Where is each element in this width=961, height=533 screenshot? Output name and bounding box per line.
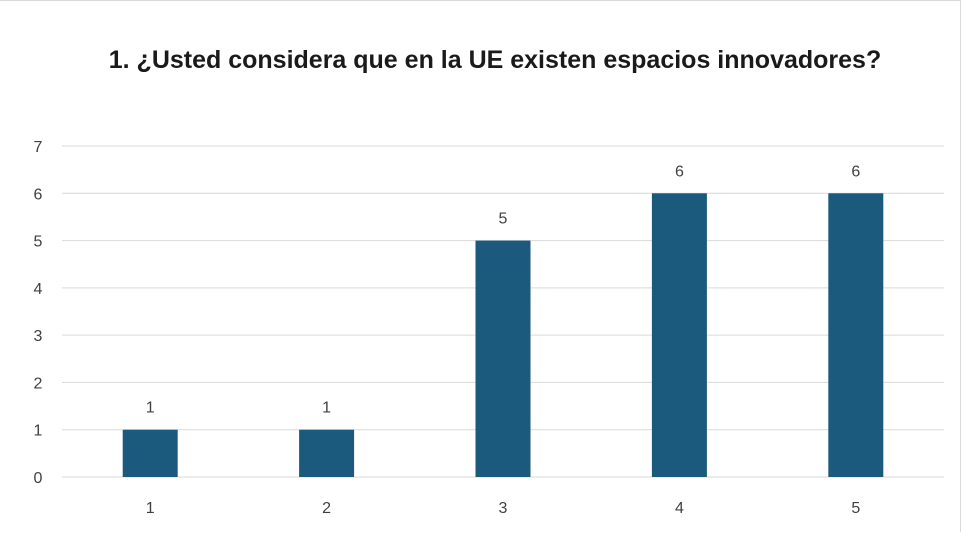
data-label: 6 [851, 163, 860, 180]
x-tick-label: 2 [322, 500, 331, 517]
y-tick-label: 1 [34, 423, 43, 440]
bar [122, 429, 178, 477]
x-tick-label: 4 [675, 500, 684, 517]
bars [122, 193, 884, 478]
data-label: 1 [322, 400, 331, 417]
bar [828, 193, 884, 478]
data-label: 5 [499, 211, 508, 228]
data-labels: 1 1 5 6 6 [146, 163, 861, 416]
y-tick-label: 0 [34, 470, 43, 487]
bar [475, 240, 531, 477]
y-tick-label: 4 [34, 281, 43, 298]
chart-title: 1. ¿Usted considera que en la UE existen… [108, 46, 882, 74]
x-tick-label: 3 [499, 500, 508, 517]
y-tick-label: 2 [34, 375, 43, 392]
y-axis: 0 1 2 3 4 5 6 7 [34, 139, 43, 487]
y-tick-label: 3 [34, 328, 43, 345]
x-tick-label: 5 [851, 500, 860, 517]
bar [299, 429, 355, 477]
x-tick-label: 1 [146, 500, 155, 517]
data-label: 1 [146, 400, 155, 417]
y-tick-label: 5 [34, 234, 43, 251]
bar [651, 193, 707, 478]
x-axis: 1 2 3 4 5 [146, 500, 861, 517]
y-tick-label: 7 [34, 139, 43, 156]
data-label: 6 [675, 163, 684, 180]
y-tick-label: 6 [34, 186, 43, 203]
